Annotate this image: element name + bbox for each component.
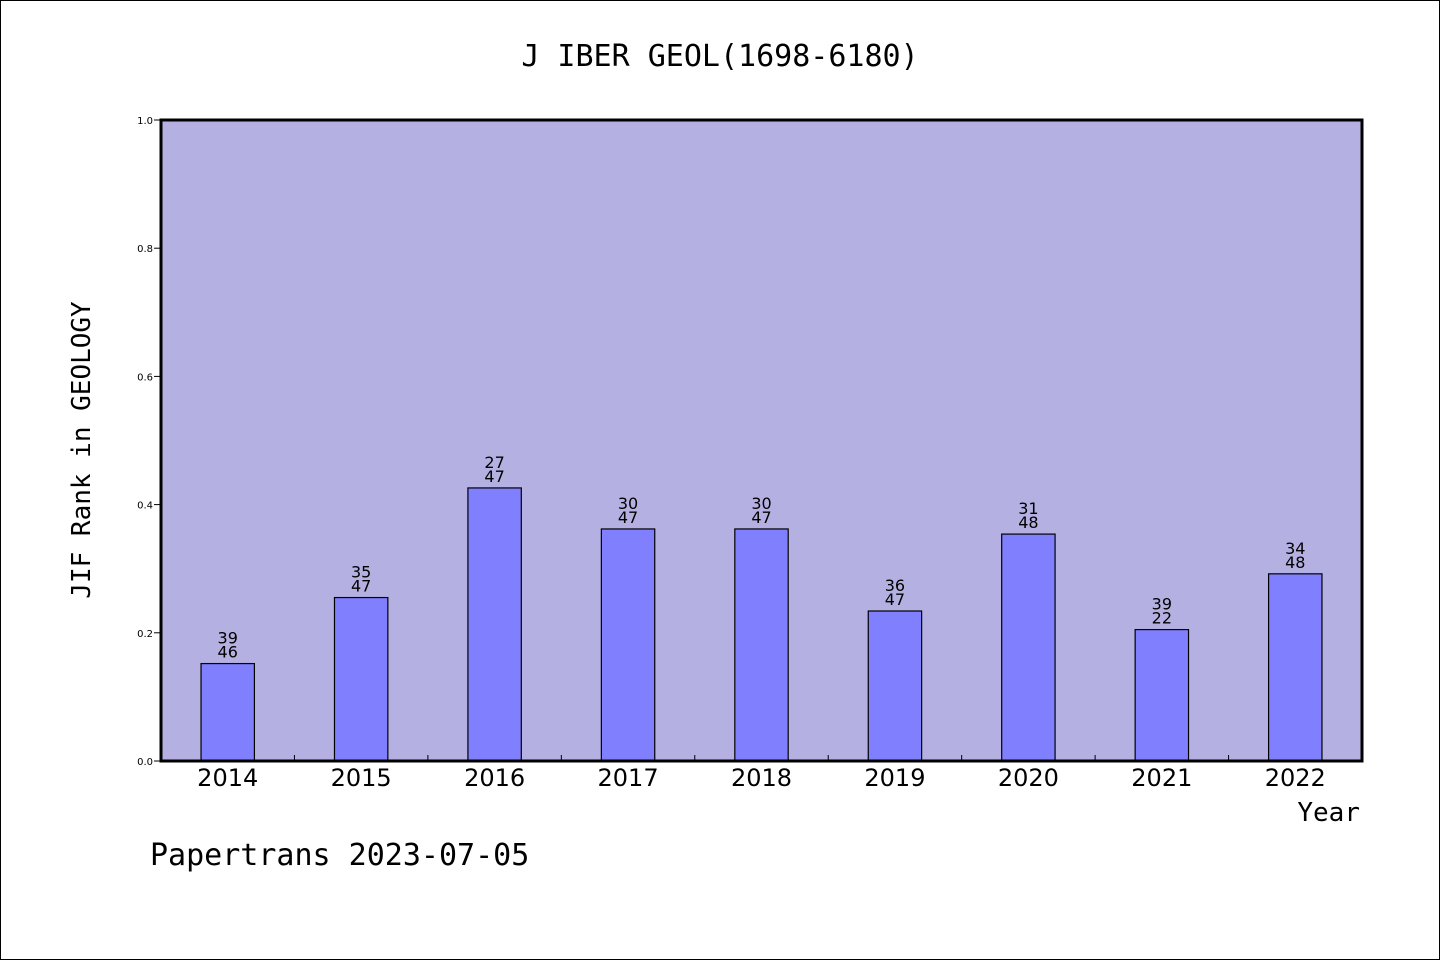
- x-tick-label-2020: 2020: [998, 764, 1059, 792]
- y-tick-label-0.2: 0.2: [137, 629, 153, 640]
- y-tick-label-0.6: 0.6: [137, 372, 153, 383]
- bar-2020: [1001, 533, 1056, 762]
- x-axis-label: Year: [1297, 798, 1360, 828]
- y-axis-label: JIF Rank in GEOLOGY: [67, 301, 97, 599]
- bar-label-bottom-2018: 47: [751, 508, 771, 527]
- bar-label-top-2019: 36: [885, 576, 905, 595]
- plot-frame: [159, 118, 1364, 763]
- bar-2019: [867, 610, 923, 762]
- bar-label-bottom-2017: 47: [618, 508, 638, 527]
- bar-label-top-2015: 35: [351, 563, 371, 582]
- bar-label-bottom-2014: 46: [218, 643, 238, 662]
- x-tick-label-2017: 2017: [598, 764, 659, 792]
- y-tick-label-0.0: 0.0: [137, 757, 153, 768]
- x-ticks-layer: 2014 2015 2016 2017 2018 2019 2020 2021 2022: [197, 755, 1326, 792]
- chart-title: J IBER GEOL(1698-6180): [521, 39, 918, 74]
- x-tick-label-2019: 2019: [864, 764, 925, 792]
- bar-2015: [333, 596, 389, 762]
- x-tick-label-2021: 2021: [1131, 764, 1192, 792]
- bar-label-bottom-2022: 48: [1285, 553, 1305, 572]
- bar-label-bottom-2020: 48: [1018, 513, 1038, 532]
- bar-2022: [1267, 573, 1323, 762]
- bar-2014: [200, 662, 256, 762]
- bar-label-bottom-2015: 47: [351, 577, 371, 596]
- x-tick-label-2016: 2016: [464, 764, 525, 792]
- y-tick-label-0.4: 0.4: [137, 501, 153, 512]
- x-tick-label-2015: 2015: [331, 764, 392, 792]
- bar-2021: [1134, 628, 1190, 762]
- x-tick-label-2022: 2022: [1265, 764, 1326, 792]
- bar-label-top-2020: 31: [1018, 499, 1038, 518]
- bar-label-top-2018: 30: [751, 494, 771, 513]
- bar-label-top-2017: 30: [618, 494, 638, 513]
- bar-2016: [467, 487, 522, 762]
- y-tick-label-1.0: 1.0: [137, 116, 153, 127]
- bar-2018: [734, 528, 789, 762]
- x-tick-label-2014: 2014: [197, 764, 258, 792]
- bar-label-bottom-2016: 47: [484, 467, 504, 486]
- bar-label-top-2021: 39: [1152, 595, 1172, 614]
- bar-label-top-2016: 27: [484, 453, 504, 472]
- x-tick-label-2018: 2018: [731, 764, 792, 792]
- bar-2017: [600, 528, 656, 762]
- bar-label-top-2022: 34: [1285, 539, 1305, 558]
- footer-source-date: Papertrans 2023-07-05: [150, 838, 529, 873]
- y-ticks-layer: 0.0 0.2 0.4 0.6 0.8 1.0: [137, 116, 161, 768]
- y-tick-label-0.8: 0.8: [137, 244, 153, 255]
- bar-label-top-2014: 39: [218, 629, 238, 648]
- bar-label-bottom-2021: 22: [1152, 609, 1172, 628]
- bar-label-bottom-2019: 47: [885, 590, 905, 609]
